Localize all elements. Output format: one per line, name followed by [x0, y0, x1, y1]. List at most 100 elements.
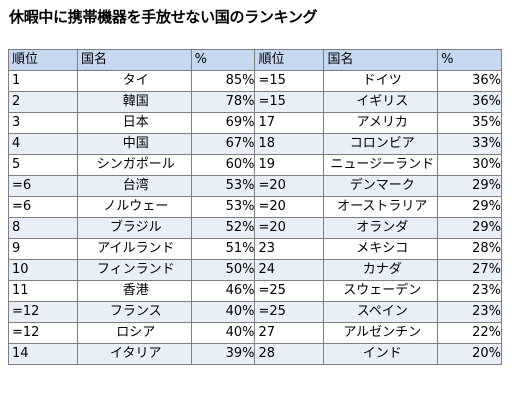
rank-cell: =20 [254, 196, 325, 218]
rank-cell: 9 [8, 238, 78, 260]
header-rank-right: 順位 [254, 49, 325, 71]
rank-cell: 19 [254, 154, 325, 176]
percent-cell: 39% [190, 343, 256, 365]
rank-cell: =20 [254, 217, 325, 239]
percent-cell: 40% [190, 301, 256, 323]
table-row: =12 フランス 40% =25 スペイン 23% [8, 301, 502, 323]
rank-cell: 2 [8, 91, 78, 113]
rank-cell: 18 [254, 133, 325, 155]
page-title: 休暇中に携帯機器を手放せない国のランキング [9, 8, 318, 26]
percent-cell: 29% [437, 175, 502, 197]
percent-cell: 30% [437, 154, 502, 176]
country-cell: ブラジル [76, 217, 192, 239]
country-cell: イギリス [323, 91, 439, 113]
header-country-right: 国名 [323, 49, 439, 71]
percent-cell: 29% [437, 196, 502, 218]
percent-cell: 36% [437, 70, 502, 92]
rank-cell: 17 [254, 112, 325, 134]
rank-cell: =15 [254, 91, 325, 113]
percent-cell: 33% [437, 133, 502, 155]
rank-cell: =25 [254, 301, 325, 323]
rank-cell: =20 [254, 175, 325, 197]
rank-cell: 14 [8, 343, 78, 365]
percent-cell: 28% [437, 238, 502, 260]
percent-cell: 78% [190, 91, 256, 113]
percent-cell: 22% [437, 322, 502, 344]
percent-cell: 51% [190, 238, 256, 260]
country-cell: ロシア [76, 322, 192, 344]
rank-cell: 11 [8, 280, 78, 302]
table-row: 5 シンガポール 60% 19 ニュージーランド 30% [8, 154, 502, 176]
country-cell: アメリカ [323, 112, 439, 134]
country-cell: スペイン [323, 301, 439, 323]
percent-cell: 23% [437, 301, 502, 323]
rank-cell: =12 [8, 322, 78, 344]
table-header-row: 順位 国名 % 順位 国名 % [8, 49, 502, 71]
rank-cell: 3 [8, 112, 78, 134]
country-cell: オーストラリア [323, 196, 439, 218]
percent-cell: 53% [190, 196, 256, 218]
country-cell: シンガポール [76, 154, 192, 176]
table-row: 1 タイ 85% =15 ドイツ 36% [8, 70, 502, 92]
percent-cell: 35% [437, 112, 502, 134]
country-cell: コロンビア [323, 133, 439, 155]
table-row: 10 フィンランド 50% 24 カナダ 27% [8, 259, 502, 281]
ranking-table: 順位 国名 % 順位 国名 % 1 タイ 85% =15 ドイツ 36% 2 韓国 78% =15… [8, 49, 502, 365]
country-cell: メキシコ [323, 238, 439, 260]
country-cell: オランダ [323, 217, 439, 239]
rank-cell: =12 [8, 301, 78, 323]
table-row: =6 ノルウェー 53% =20 オーストラリア 29% [8, 196, 502, 218]
percent-cell: 46% [190, 280, 256, 302]
table-row: 14 イタリア 39% 28 インド 20% [8, 343, 502, 365]
percent-cell: 50% [190, 259, 256, 281]
percent-cell: 20% [437, 343, 502, 365]
percent-cell: 52% [190, 217, 256, 239]
country-cell: アルゼンチン [323, 322, 439, 344]
percent-cell: 67% [190, 133, 256, 155]
percent-cell: 60% [190, 154, 256, 176]
country-cell: ノルウェー [76, 196, 192, 218]
country-cell: カナダ [323, 259, 439, 281]
table-row: 4 中国 67% 18 コロンビア 33% [8, 133, 502, 155]
percent-cell: 69% [190, 112, 256, 134]
rank-cell: =25 [254, 280, 325, 302]
rank-cell: 4 [8, 133, 78, 155]
table-row: 8 ブラジル 52% =20 オランダ 29% [8, 217, 502, 239]
percent-cell: 36% [437, 91, 502, 113]
percent-cell: 29% [437, 217, 502, 239]
header-percent-right: % [437, 49, 502, 71]
rank-cell: 24 [254, 259, 325, 281]
header-country-left: 国名 [76, 49, 192, 71]
country-cell: アイルランド [76, 238, 192, 260]
percent-cell: 40% [190, 322, 256, 344]
rank-cell: =6 [8, 175, 78, 197]
rank-cell: 10 [8, 259, 78, 281]
rank-cell: =15 [254, 70, 325, 92]
table-row: 9 アイルランド 51% 23 メキシコ 28% [8, 238, 502, 260]
country-cell: フィンランド [76, 259, 192, 281]
table-body: 1 タイ 85% =15 ドイツ 36% 2 韓国 78% =15 イギリス 36% 3 日本 69% 17 ア… [8, 70, 502, 365]
country-cell: 香港 [76, 280, 192, 302]
country-cell: 中国 [76, 133, 192, 155]
table-row: 11 香港 46% =25 スウェーデン 23% [8, 280, 502, 302]
country-cell: 日本 [76, 112, 192, 134]
percent-cell: 27% [437, 259, 502, 281]
percent-cell: 85% [190, 70, 256, 92]
rank-cell: 1 [8, 70, 78, 92]
rank-cell: 8 [8, 217, 78, 239]
table-row: =12 ロシア 40% 27 アルゼンチン 22% [8, 322, 502, 344]
country-cell: スウェーデン [323, 280, 439, 302]
country-cell: インド [323, 343, 439, 365]
country-cell: フランス [76, 301, 192, 323]
country-cell: デンマーク [323, 175, 439, 197]
percent-cell: 53% [190, 175, 256, 197]
country-cell: 韓国 [76, 91, 192, 113]
rank-cell: =6 [8, 196, 78, 218]
percent-cell: 23% [437, 280, 502, 302]
header-percent-left: % [190, 49, 256, 71]
country-cell: タイ [76, 70, 192, 92]
rank-cell: 28 [254, 343, 325, 365]
rank-cell: 23 [254, 238, 325, 260]
country-cell: 台湾 [76, 175, 192, 197]
table-row: 3 日本 69% 17 アメリカ 35% [8, 112, 502, 134]
